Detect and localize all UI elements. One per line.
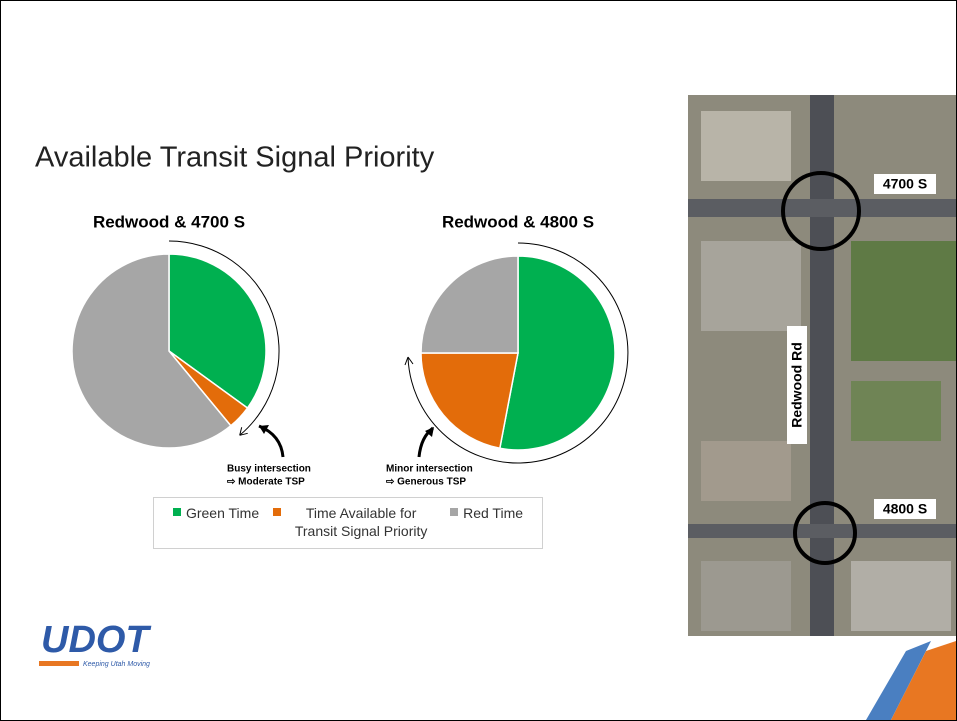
- arc-arrow: [168, 240, 280, 436]
- annotation: Busy intersection: [227, 464, 311, 475]
- logo: UDOT: [41, 619, 151, 661]
- pie-slice: [71, 253, 232, 449]
- legend-swatch: [172, 508, 181, 516]
- pointer-head: [425, 427, 434, 437]
- accent: [866, 641, 931, 720]
- map-label: 4800 S: [883, 501, 927, 517]
- pie-slice: [420, 255, 519, 354]
- legend-item: Green Time: [172, 504, 260, 548]
- annotation: Minor intersection: [386, 464, 473, 475]
- pies: Redwood & 4700 S Redwood & 4800 S: [71, 212, 616, 451]
- pie-title: Redwood & 4800 S: [442, 212, 594, 231]
- arrow-head: [239, 427, 248, 436]
- legend-item: Time Available for Transit Signal Priori…: [273, 504, 436, 548]
- logo-stripe: [39, 661, 79, 666]
- legend-label: Time Available for Transit Signal Priori…: [294, 505, 428, 539]
- pie-slice: [498, 255, 616, 451]
- legend-label: Green Time: [185, 505, 260, 521]
- pointer-head: [259, 425, 269, 434]
- legend-item: Red Time: [450, 504, 523, 548]
- pie-slice: [168, 253, 267, 410]
- legend-swatch: [450, 508, 459, 516]
- map-label: 4700 S: [883, 176, 927, 192]
- annotation: ⇨ Generous TSP: [386, 477, 466, 488]
- annotation: ⇨ Moderate TSP: [227, 477, 305, 488]
- logo-tagline: Keeping Utah Moving: [83, 661, 150, 668]
- pie-slice: [420, 352, 519, 450]
- accent: [891, 641, 956, 720]
- map: [688, 95, 956, 636]
- arrow-head: [404, 356, 414, 366]
- legend-swatch: [273, 508, 282, 516]
- pie-title: Redwood & 4700 S: [93, 212, 245, 231]
- legend-label: Red Time: [463, 505, 524, 521]
- legend: Green Time Time Available for Transit Sig…: [153, 497, 543, 549]
- slide-title: Available Transit Signal Priority: [35, 142, 435, 174]
- road-label: Redwood Rd: [789, 342, 805, 428]
- arc-arrow: [407, 242, 629, 464]
